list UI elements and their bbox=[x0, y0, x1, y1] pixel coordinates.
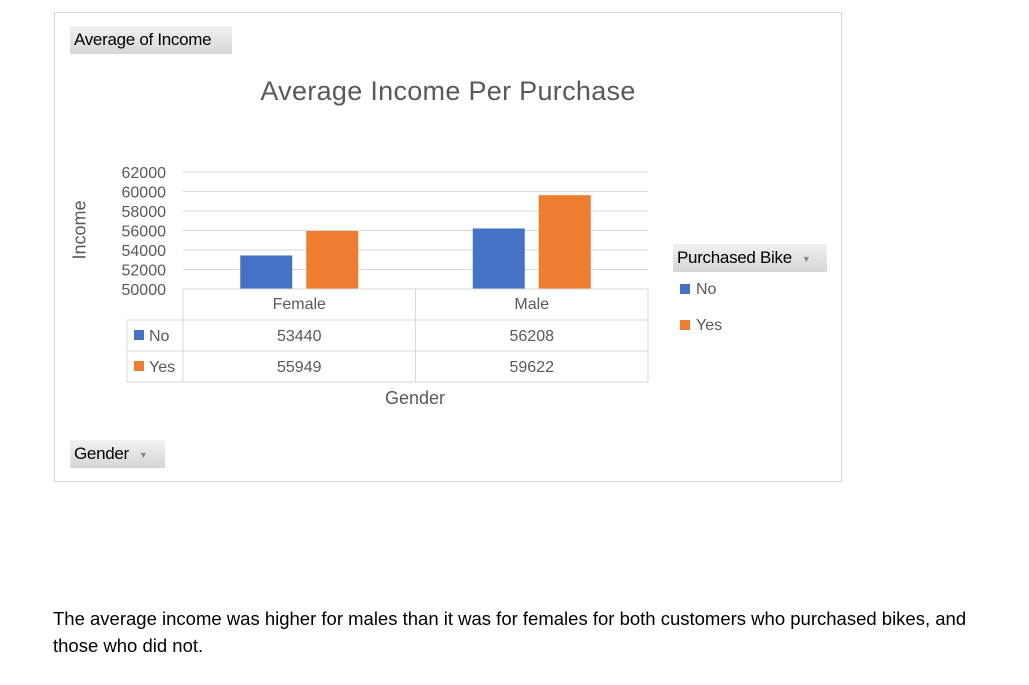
legend-item-yes[interactable]: Yes bbox=[680, 317, 722, 335]
value-field-label: Average of Income bbox=[74, 30, 212, 49]
legend-field-button[interactable]: Purchased Bike ▼ bbox=[673, 244, 827, 272]
data-label: 56208 bbox=[510, 328, 555, 345]
legend-field-label: Purchased Bike bbox=[677, 248, 792, 267]
x-axis-title: Gender bbox=[384, 388, 446, 408]
y-tick-label: 58000 bbox=[122, 204, 167, 221]
dropdown-arrow-icon: ▼ bbox=[138, 449, 148, 460]
bar-no-female bbox=[240, 255, 293, 289]
dropdown-arrow-icon: ▼ bbox=[801, 253, 811, 264]
x-tick-label: Male bbox=[514, 296, 549, 313]
legend-key-no bbox=[680, 284, 690, 294]
table-series-label: No bbox=[149, 328, 170, 345]
y-tick-label: 52000 bbox=[122, 263, 167, 280]
y-tick-label: 54000 bbox=[122, 243, 167, 260]
bar-no-male bbox=[472, 228, 525, 289]
x-tick-label: Female bbox=[273, 296, 326, 313]
y-tick-label: 62000 bbox=[122, 165, 167, 182]
chart-title: Average Income Per Purchase bbox=[260, 76, 636, 106]
data-label: 59622 bbox=[510, 359, 555, 376]
legend-key-yes bbox=[680, 320, 690, 330]
data-label: 55949 bbox=[277, 359, 322, 376]
table-legend-key bbox=[134, 330, 144, 340]
y-tick-label: 60000 bbox=[122, 185, 167, 202]
axis-field-button[interactable]: Gender ▼ bbox=[70, 440, 165, 468]
legend-label-yes: Yes bbox=[696, 317, 723, 334]
axis-field-label: Gender bbox=[74, 444, 129, 463]
legend-label-no: No bbox=[696, 281, 717, 298]
data-label: 53440 bbox=[277, 328, 322, 345]
table-legend-key bbox=[134, 361, 144, 371]
bar-yes-male bbox=[538, 195, 591, 289]
legend-item-no[interactable]: No bbox=[680, 281, 716, 299]
table-series-label: Yes bbox=[149, 359, 175, 376]
bar-yes-female bbox=[306, 230, 359, 289]
y-tick-label: 56000 bbox=[122, 224, 167, 241]
y-tick-label: 50000 bbox=[122, 282, 167, 299]
value-field-button[interactable]: Average of Income bbox=[70, 26, 232, 54]
caption-text: The average income was higher for males … bbox=[53, 608, 967, 656]
